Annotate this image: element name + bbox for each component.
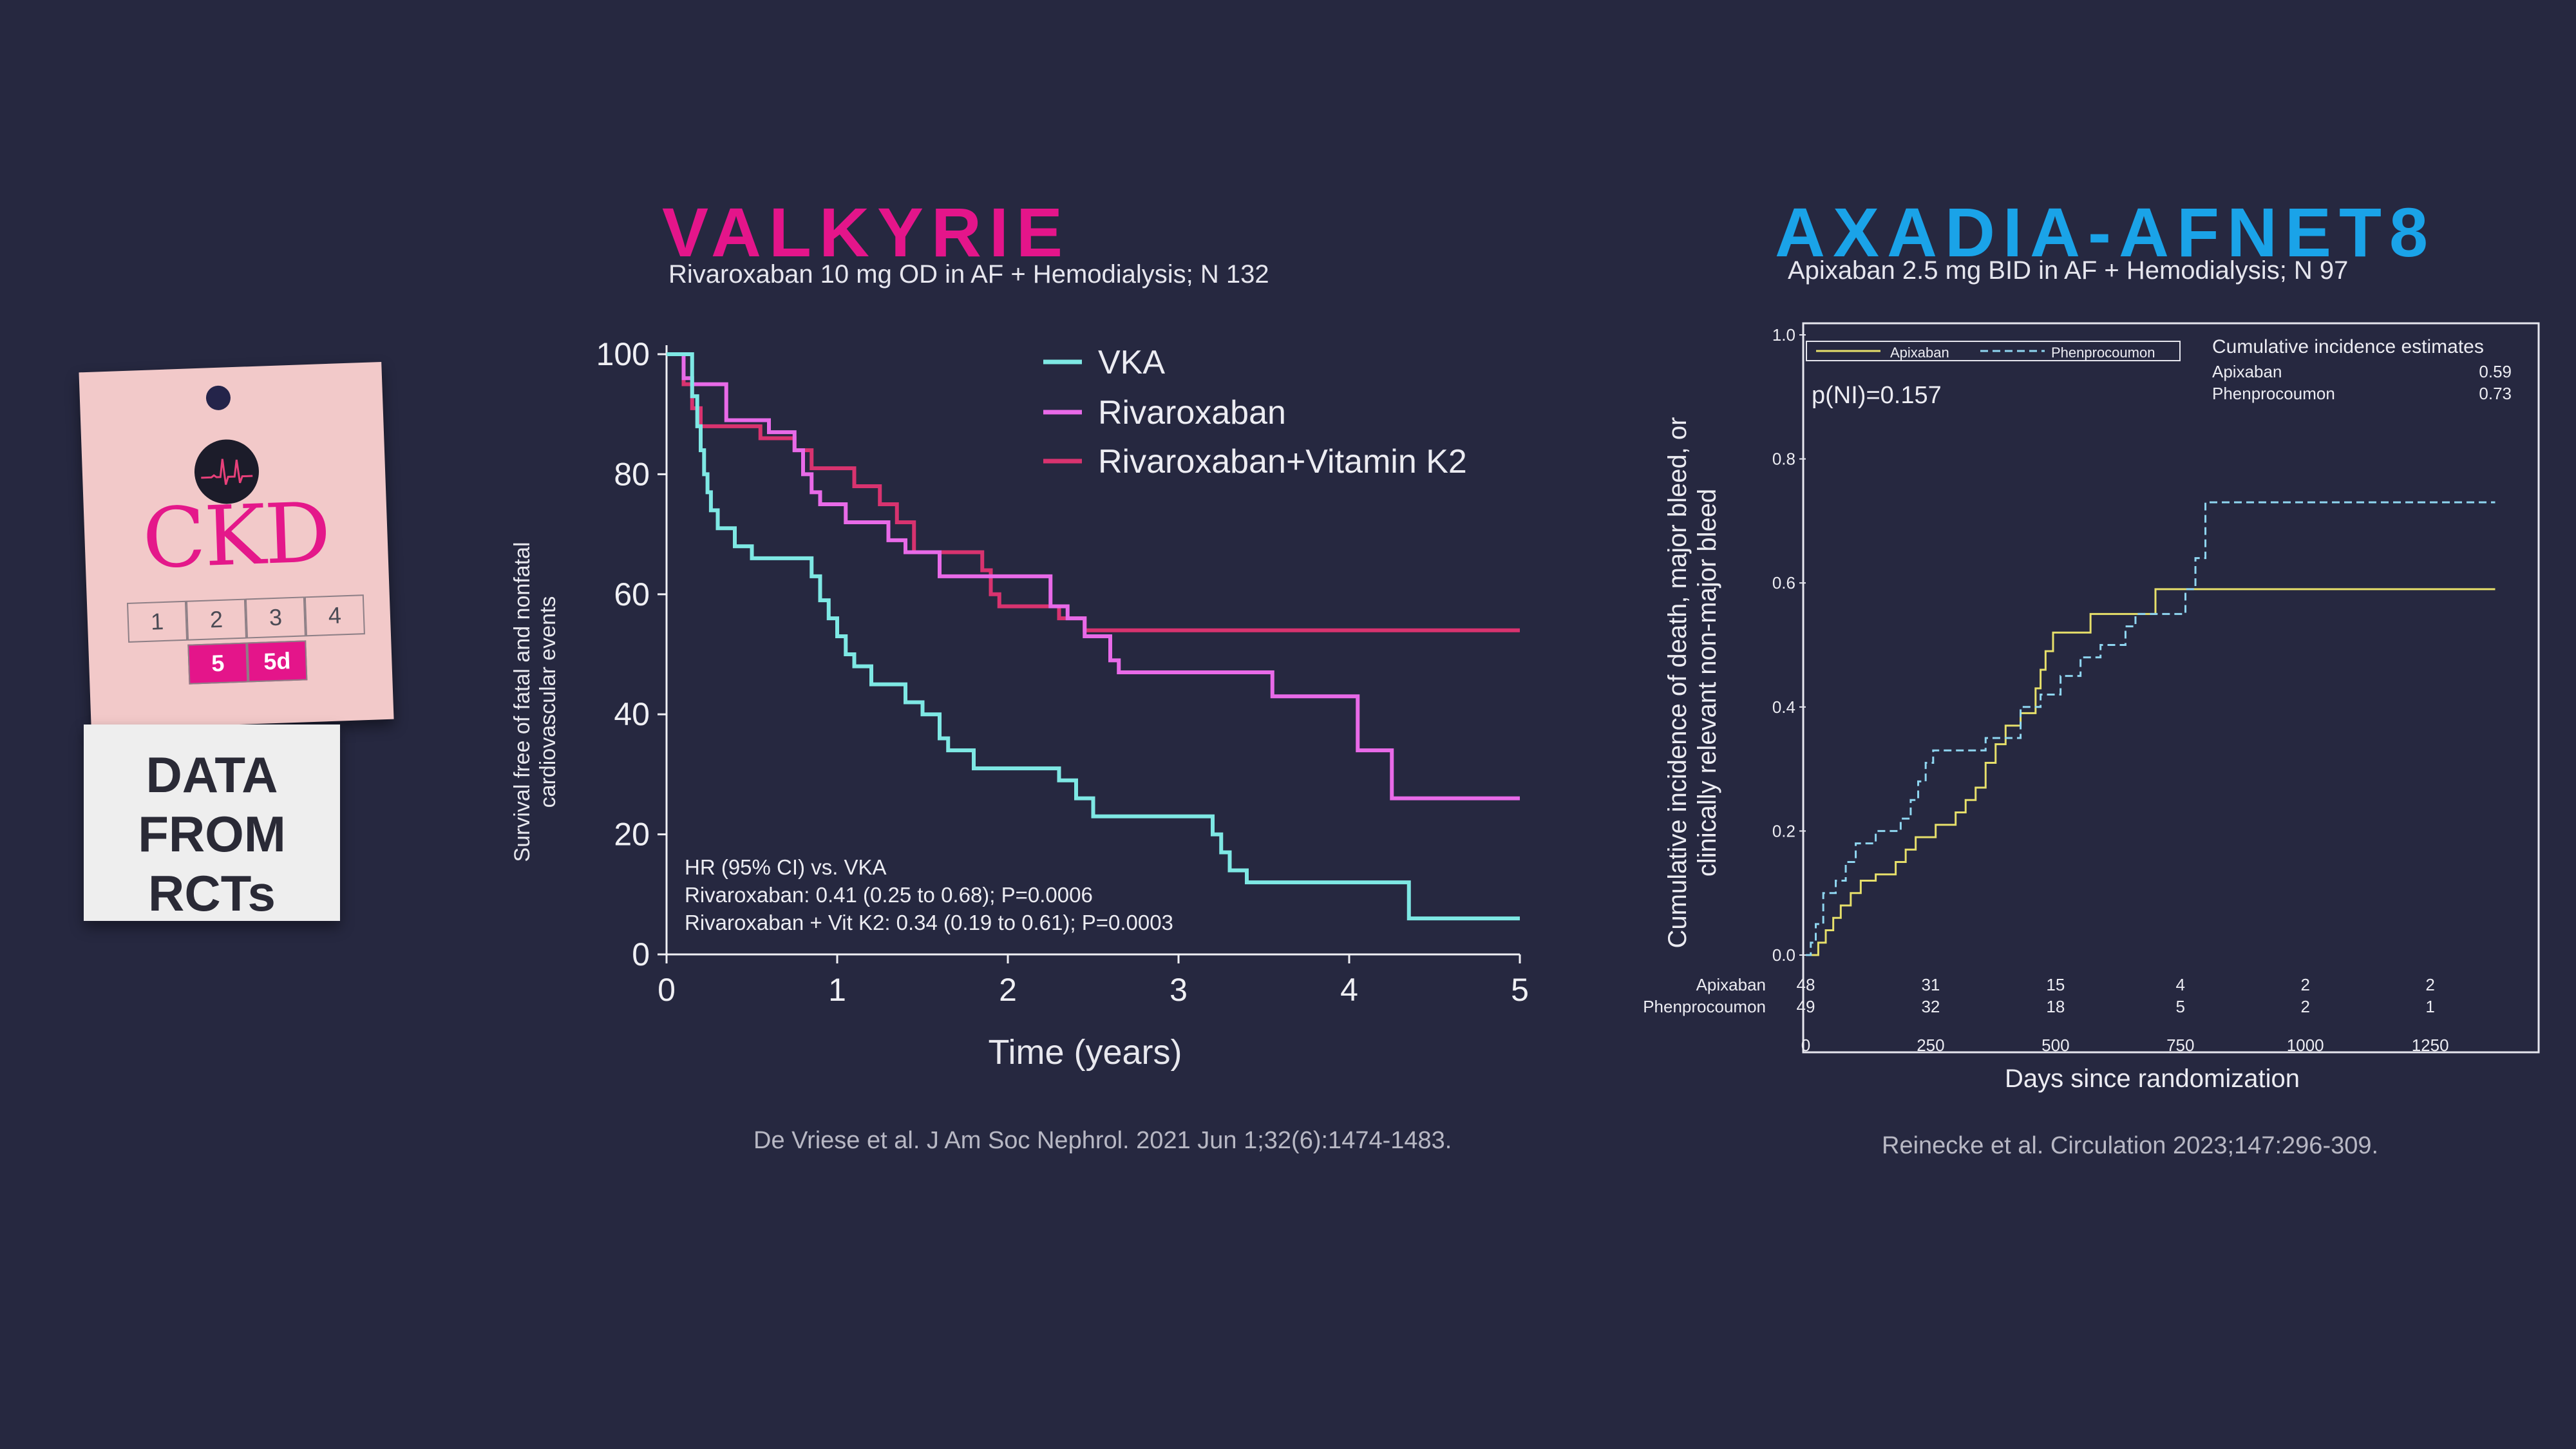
valkyrie-subtitle: Rivaroxaban 10 mg OD in AF + Hemodialysi… (668, 260, 1269, 289)
ckd-stage: 4 (304, 594, 365, 637)
legend-label-rivaroxaban: Rivaroxaban (1098, 394, 1286, 431)
y-tick-label: 100 (596, 336, 650, 372)
estimate-label: Apixaban (2212, 362, 2282, 381)
valkyrie-citation: De Vriese et al. J Am Soc Nephrol. 2021 … (753, 1127, 1452, 1154)
axadia-title: AXADIA-AFNET8 (1775, 193, 2436, 271)
rct-caption-line: FROM (138, 806, 286, 862)
series-line-vka (667, 352, 1520, 921)
estimate-value: 0.73 (2479, 384, 2512, 403)
valkyrie-legend: VKA Rivaroxaban Rivaroxaban+Vitamin K2 (1043, 344, 1467, 480)
at-risk-value: 2 (2300, 975, 2309, 994)
y-tick-label: 0 (632, 936, 650, 972)
at-risk-value: 1 (2425, 997, 2434, 1016)
y-tick-label: 40 (614, 696, 650, 732)
at-risk-value: 5 (2176, 997, 2185, 1016)
rct-caption-box: DATA FROM RCTs (84, 724, 340, 922)
valkyrie-stats-line: Rivaroxaban + Vit K2: 0.34 (0.19 to 0.61… (685, 911, 1173, 934)
axadia-y-axis-label-line2: clinically relevant non-major bleed (1693, 489, 1721, 877)
axadia-p-value: p(NI)=0.157 (1812, 382, 1942, 409)
at-risk-value: 2 (2300, 997, 2309, 1016)
valkyrie-x-axis-label: Time (years) (988, 1033, 1182, 1072)
at-risk-value: 48 (1797, 975, 1815, 994)
x-tick-label: 1000 (2287, 1036, 2324, 1055)
ecg-icon (193, 438, 260, 506)
series-line-rivaroxaban (667, 352, 1520, 800)
axadia-frame (1802, 322, 2540, 1054)
legend-label-rivaroxaban-k2: Rivaroxaban+Vitamin K2 (1098, 443, 1467, 480)
series-line-rivaroxaban-vitamin-k2 (667, 352, 1520, 632)
at-risk-label: Apixaban (1696, 975, 1766, 994)
y-tick-label: 0.4 (1772, 697, 1795, 717)
valkyrie-chart: 0 20 40 60 80 100 0 1 2 3 4 5 Time (years) Survival… (510, 336, 1529, 1072)
at-risk-value: 4 (2176, 975, 2185, 994)
pushpin-icon (205, 385, 231, 411)
x-tick-label: 0 (1801, 1036, 1810, 1055)
x-tick-label: 1 (828, 972, 846, 1008)
x-tick-label: 4 (1340, 972, 1358, 1008)
at-risk-table: Apixaban 48 31 15 4 2 2 Phenprocoumon 49 32 18 5 2 1 (1643, 975, 2435, 1016)
valkyrie-title: VALKYRIE (662, 193, 1071, 271)
y-tick-label: 80 (614, 456, 650, 492)
legend-label-phenprocoumon: Phenprocoumon (2051, 345, 2155, 361)
ckd-stage-highlight-row: 5 5d (187, 640, 308, 685)
estimate-label: Phenprocoumon (2212, 384, 2335, 403)
series-line-phenprocoumon (1806, 501, 2496, 956)
axadia-subtitle: Apixaban 2.5 mg BID in AF + Hemodialysis… (1788, 256, 2349, 285)
x-tick-label: 0 (658, 972, 676, 1008)
axadia-citation: Reinecke et al. Circulation 2023;147:296… (1882, 1132, 2379, 1159)
x-tick-label: 250 (1917, 1036, 1944, 1055)
y-tick-label: 0.2 (1772, 821, 1795, 840)
rct-caption-line: DATA (146, 746, 278, 803)
at-risk-value: 2 (2425, 975, 2434, 994)
legend-label-vka: VKA (1098, 344, 1165, 381)
at-risk-label: Phenprocoumon (1643, 997, 1766, 1016)
estimates-header: Cumulative incidence estimates (2212, 336, 2484, 357)
at-risk-value: 18 (2046, 997, 2065, 1016)
at-risk-value: 32 (1921, 997, 1940, 1016)
ckd-stage-highlighted: 5d (247, 640, 308, 683)
at-risk-value: 49 (1797, 997, 1815, 1016)
rct-caption-line: RCTs (148, 865, 276, 922)
ckd-stage-row: 1 2 3 4 (126, 594, 365, 643)
x-tick-label: 5 (1511, 972, 1529, 1008)
at-risk-value: 15 (2046, 975, 2065, 994)
legend-label-apixaban: Apixaban (1890, 345, 1949, 361)
valkyrie-y-axis-label-line2: cardiovascular events (536, 596, 560, 808)
ckd-stage: 3 (245, 596, 306, 639)
at-risk-value: 31 (1921, 975, 1940, 994)
ckd-stage: 2 (185, 598, 247, 641)
ckd-stage: 1 (126, 600, 188, 643)
y-tick-label: 1.0 (1772, 325, 1795, 345)
valkyrie-stats-line: Rivaroxaban: 0.41 (0.25 to 0.68); P=0.00… (685, 883, 1093, 907)
axadia-legend: Apixaban Phenprocoumon (1806, 341, 2181, 361)
y-tick-label: 0.0 (1772, 945, 1795, 965)
ckd-badge: CKD 1 2 3 4 5 5d (79, 361, 394, 730)
y-tick-label: 20 (614, 817, 650, 853)
axadia-x-axis-label: Days since randomization (2005, 1065, 2300, 1093)
ckd-stage-highlighted: 5 (187, 642, 249, 685)
valkyrie-stats-line: HR (95% CI) vs. VKA (685, 855, 887, 879)
y-tick-label: 0.6 (1772, 573, 1795, 592)
series-line-apixaban (1806, 588, 2496, 956)
axadia-chart: 0.0 0.2 0.4 0.6 0.8 1.0 0 250 500 750 1000 1250 Day… (1643, 322, 2540, 1093)
x-tick-label: 750 (2166, 1036, 2194, 1055)
x-tick-label: 1250 (2412, 1036, 2449, 1055)
valkyrie-y-axis-label-line1: Survival free of fatal and nonfatal (510, 542, 535, 862)
ckd-label: CKD (140, 484, 332, 588)
axadia-y-axis-label-line1: Cumulative incidence of death, major ble… (1663, 417, 1692, 949)
estimate-value: 0.59 (2479, 362, 2512, 381)
x-tick-label: 2 (999, 972, 1017, 1008)
x-tick-label: 500 (2041, 1036, 2069, 1055)
x-tick-label: 3 (1170, 972, 1188, 1008)
y-tick-label: 60 (614, 576, 650, 612)
y-tick-label: 0.8 (1772, 450, 1795, 469)
